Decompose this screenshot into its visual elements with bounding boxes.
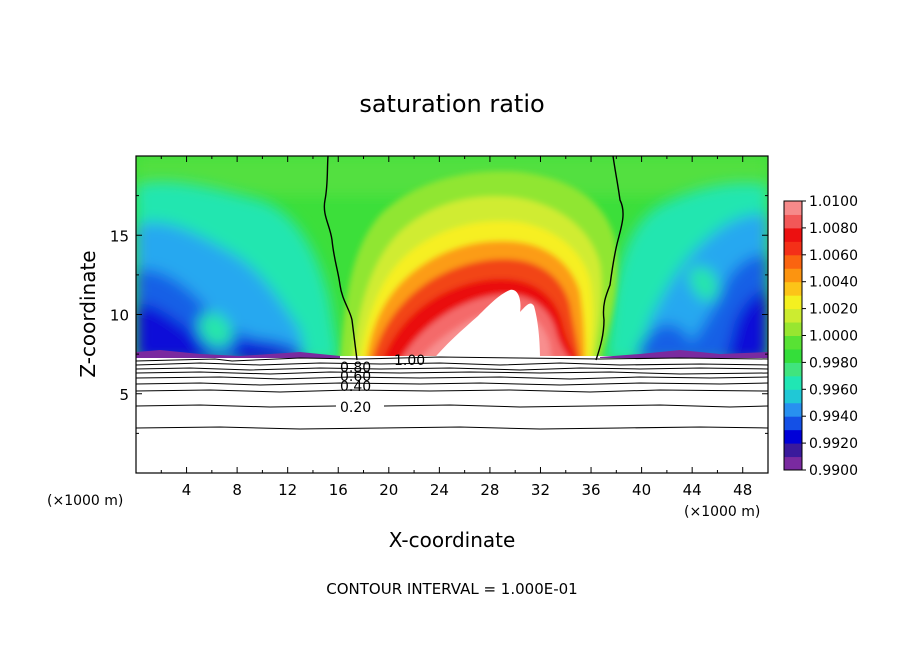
field-base-cover — [136, 358, 768, 362]
colorbar-swatch — [784, 416, 802, 431]
contour-label-1.00: 1.00 — [394, 353, 425, 369]
x-tick-label: 24 — [430, 481, 449, 499]
colorbar-swatch — [784, 322, 802, 336]
colorbar-label: 1.0060 — [809, 248, 858, 264]
field-right-dry-region — [605, 182, 768, 361]
contour-1.00-right — [595, 156, 624, 361]
colorbar-swatch — [784, 443, 802, 458]
colorbar-swatch — [784, 429, 802, 444]
x-tick-label: 28 — [480, 481, 499, 499]
colorbar-label: 0.9960 — [809, 382, 858, 398]
x-tick-label: 16 — [329, 481, 348, 499]
colorbar-swatch — [784, 201, 802, 215]
colorbar-swatch — [784, 254, 802, 269]
field-base-edge-left — [136, 350, 340, 360]
contour-labels: 1.00 0.80 0.60 0.40 0.20 — [336, 353, 425, 416]
y-tick-label: 5 — [119, 386, 129, 404]
colorbar-label: 0.9980 — [809, 355, 858, 371]
colorbar-label: 1.0040 — [809, 275, 858, 291]
colorbar: 1.0100 1.0080 1.0060 1.0040 1.0020 1.0000 0.99… — [783, 194, 858, 479]
x-tick-label: 32 — [531, 481, 550, 499]
colorbar-label: 0.9920 — [809, 436, 858, 452]
contour-1.00-left — [323, 156, 358, 361]
y-tick-label: 10 — [110, 307, 129, 325]
lower-contours — [136, 356, 768, 430]
colorbar-swatch — [784, 389, 802, 404]
y-axis-label: Z-coordinate — [76, 250, 100, 377]
colorbar-swatch — [784, 335, 802, 350]
contour-label-0.40: 0.40 — [340, 379, 371, 395]
x-tick-label: 4 — [182, 481, 192, 499]
colorbar-label: 1.0000 — [809, 329, 858, 345]
contour-interval-note: CONTOUR INTERVAL = 1.000E-01 — [326, 580, 577, 598]
x-tick-label: 8 — [232, 481, 242, 499]
colorbar-label: 1.0100 — [809, 194, 858, 210]
x-tick-label: 36 — [581, 481, 600, 499]
colorbar-swatch — [784, 348, 802, 363]
colorbar-swatch — [784, 456, 802, 471]
x-axis-unit: (×1000 m) — [684, 504, 760, 520]
y-axis-unit: (×1000 m) — [47, 493, 123, 509]
x-tick-label: 20 — [379, 481, 398, 499]
colorbar-swatch — [784, 295, 802, 310]
colorbar-label: 0.9940 — [809, 409, 858, 425]
colorbar-swatch — [784, 402, 802, 417]
contour-label-0.20: 0.20 — [340, 400, 371, 416]
x-axis-label: X-coordinate — [389, 528, 516, 552]
colorbar-swatch — [784, 268, 802, 283]
chart-title: saturation ratio — [359, 90, 544, 118]
colorbar-label: 1.0080 — [809, 221, 858, 237]
saturation-field — [136, 156, 768, 473]
colorbar-swatch — [784, 308, 802, 323]
y-axis-ticks: 5 10 15 — [110, 195, 768, 434]
colorbar-swatch — [784, 214, 802, 229]
field-plume-core — [432, 289, 540, 361]
colorbar-swatch — [784, 281, 802, 296]
x-tick-label: 48 — [733, 481, 752, 499]
x-tick-label: 44 — [683, 481, 702, 499]
contour-label-0.80: 0.80 — [340, 360, 371, 376]
colorbar-swatch — [784, 241, 802, 256]
colorbar-label: 1.0020 — [809, 302, 858, 318]
colorbar-swatch — [784, 227, 802, 242]
y-tick-label: 15 — [110, 227, 129, 245]
colorbar-swatch — [784, 375, 802, 390]
colorbar-label: 0.9900 — [809, 463, 858, 479]
colorbar-swatch — [784, 362, 802, 377]
contour-label-0.60: 0.60 — [340, 369, 371, 385]
x-tick-label: 12 — [278, 481, 297, 499]
field-left-dry-region — [136, 181, 340, 361]
field-base-edge-right — [600, 350, 768, 360]
plot-area: 1.00 0.80 0.60 0.40 0.20 — [135, 155, 769, 474]
x-tick-label: 40 — [632, 481, 651, 499]
field-lower-layer — [136, 356, 768, 473]
x-axis-ticks: 4 8 12 16 20 24 28 32 36 40 44 48 — [160, 156, 752, 499]
